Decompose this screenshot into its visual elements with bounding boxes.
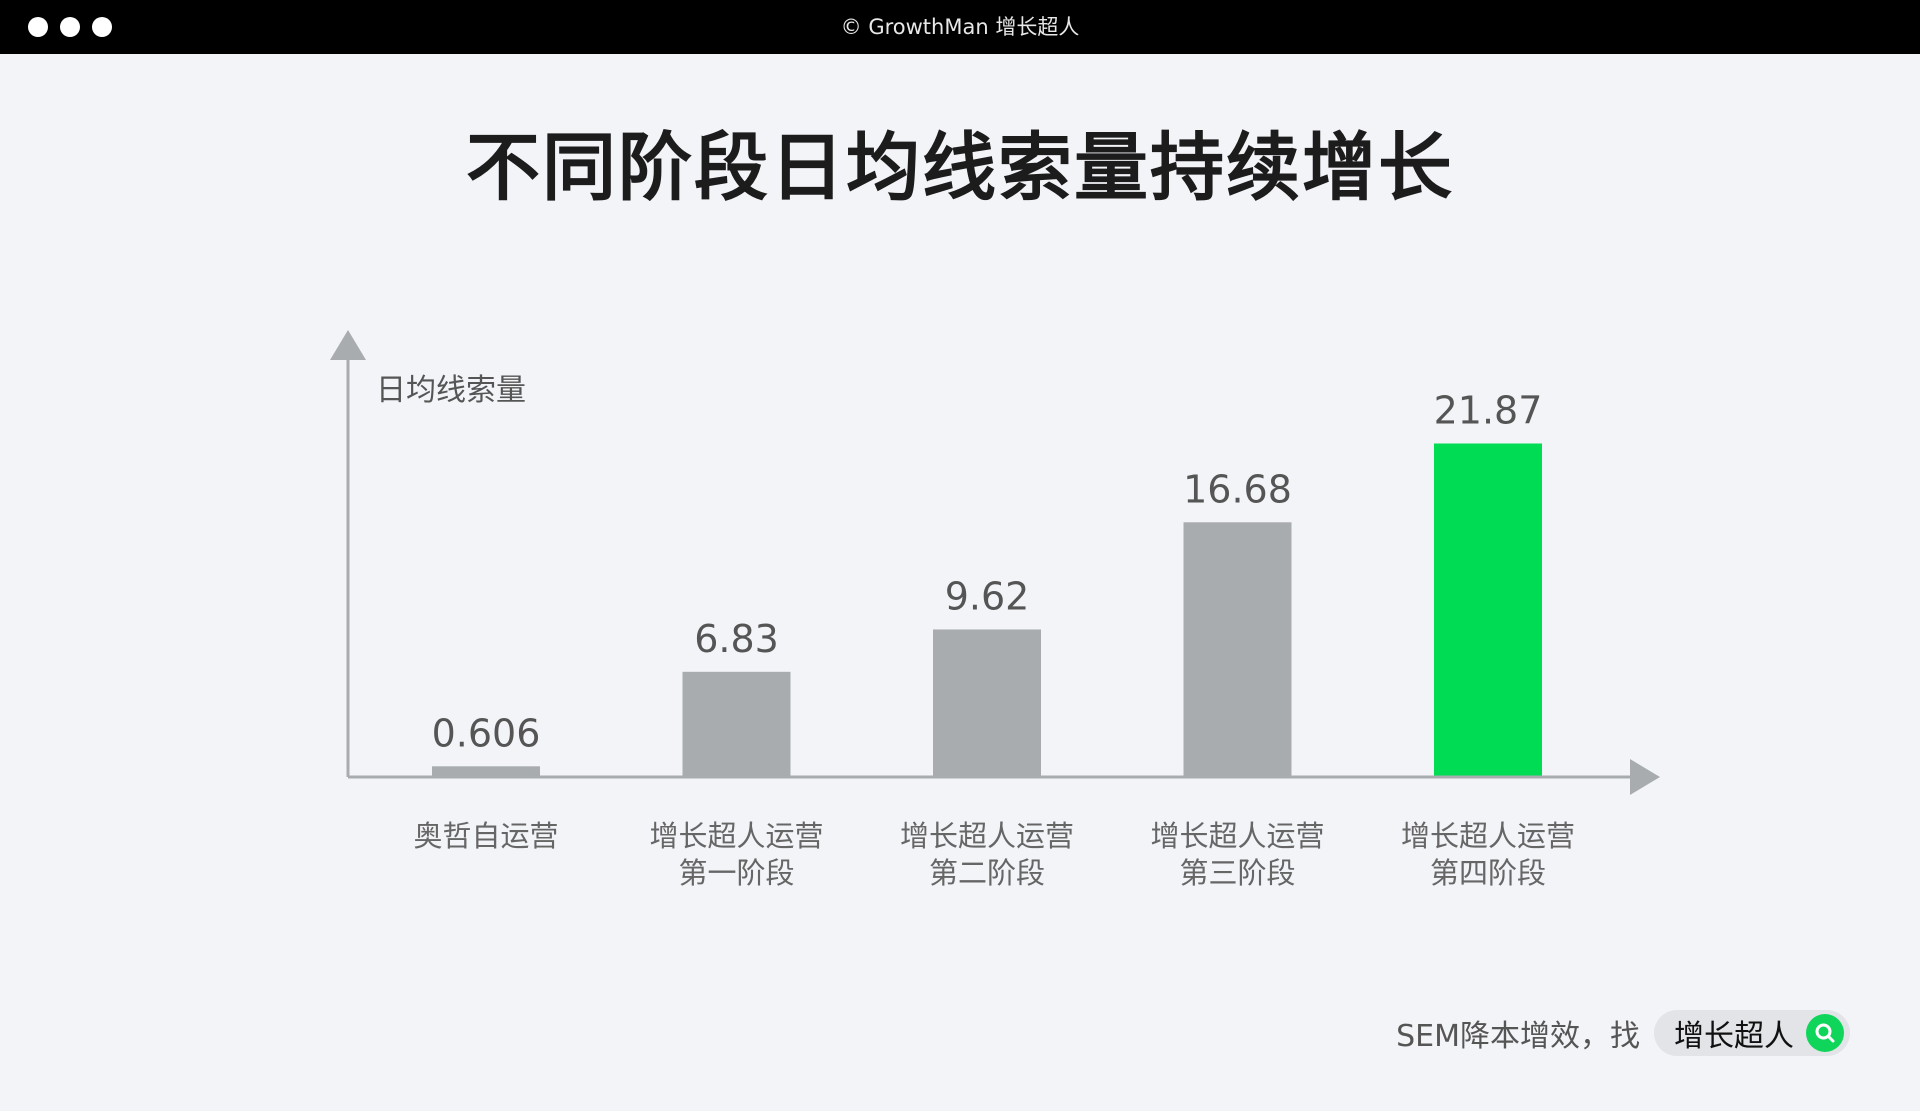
x-axis-arrow — [1630, 759, 1660, 795]
brand-pill-label: 增长超人 — [1674, 1019, 1794, 1054]
bar-4 — [1183, 522, 1292, 776]
bar-5 — [1434, 443, 1542, 776]
minimize-dot[interactable] — [60, 17, 80, 37]
bar-value-label-2: 6.83 — [694, 617, 779, 661]
maximize-dot[interactable] — [92, 17, 112, 37]
x-tick-label-4-line-1: 增长超人运营 — [1150, 819, 1324, 853]
x-tick-label-5-line-2: 第四阶段 — [1430, 856, 1546, 890]
y-axis-label: 日均线索量 — [376, 373, 526, 408]
window-titlebar: © GrowthMan 增长超人 — [0, 0, 1920, 54]
titlebar-text: © GrowthMan 增长超人 — [840, 15, 1080, 39]
footer: SEM降本增效，找 增长超人 — [1396, 1008, 1850, 1058]
x-tick-label-2-line-2: 第一阶段 — [678, 856, 794, 890]
bar-2 — [682, 671, 791, 776]
bar-value-label-1: 0.606 — [432, 711, 541, 755]
x-tick-label-1-line-1: 奥哲自运营 — [413, 819, 558, 853]
bar-3 — [933, 629, 1041, 776]
x-tick-label-4-line-2: 第三阶段 — [1179, 856, 1295, 890]
bar-1 — [432, 766, 540, 776]
x-tick-label-2-line-1: 增长超人运营 — [649, 819, 823, 853]
brand-pill[interactable]: 增长超人 — [1654, 1010, 1850, 1056]
window-controls — [28, 17, 112, 37]
x-tick-label-3-line-1: 增长超人运营 — [900, 819, 1074, 853]
bar-value-label-3: 9.62 — [945, 574, 1030, 618]
search-icon — [1806, 1014, 1844, 1052]
y-axis-arrow — [330, 330, 366, 360]
footer-text: SEM降本增效，找 — [1396, 1019, 1640, 1054]
bar-value-label-5: 21.87 — [1434, 389, 1543, 433]
bar-value-label-4: 16.68 — [1183, 467, 1292, 511]
x-tick-label-3-line-2: 第二阶段 — [929, 856, 1045, 890]
x-tick-label-5-line-1: 增长超人运营 — [1401, 819, 1575, 853]
page-title: 不同阶段日均线索量持续增长 — [466, 125, 1454, 211]
close-dot[interactable] — [28, 17, 48, 37]
